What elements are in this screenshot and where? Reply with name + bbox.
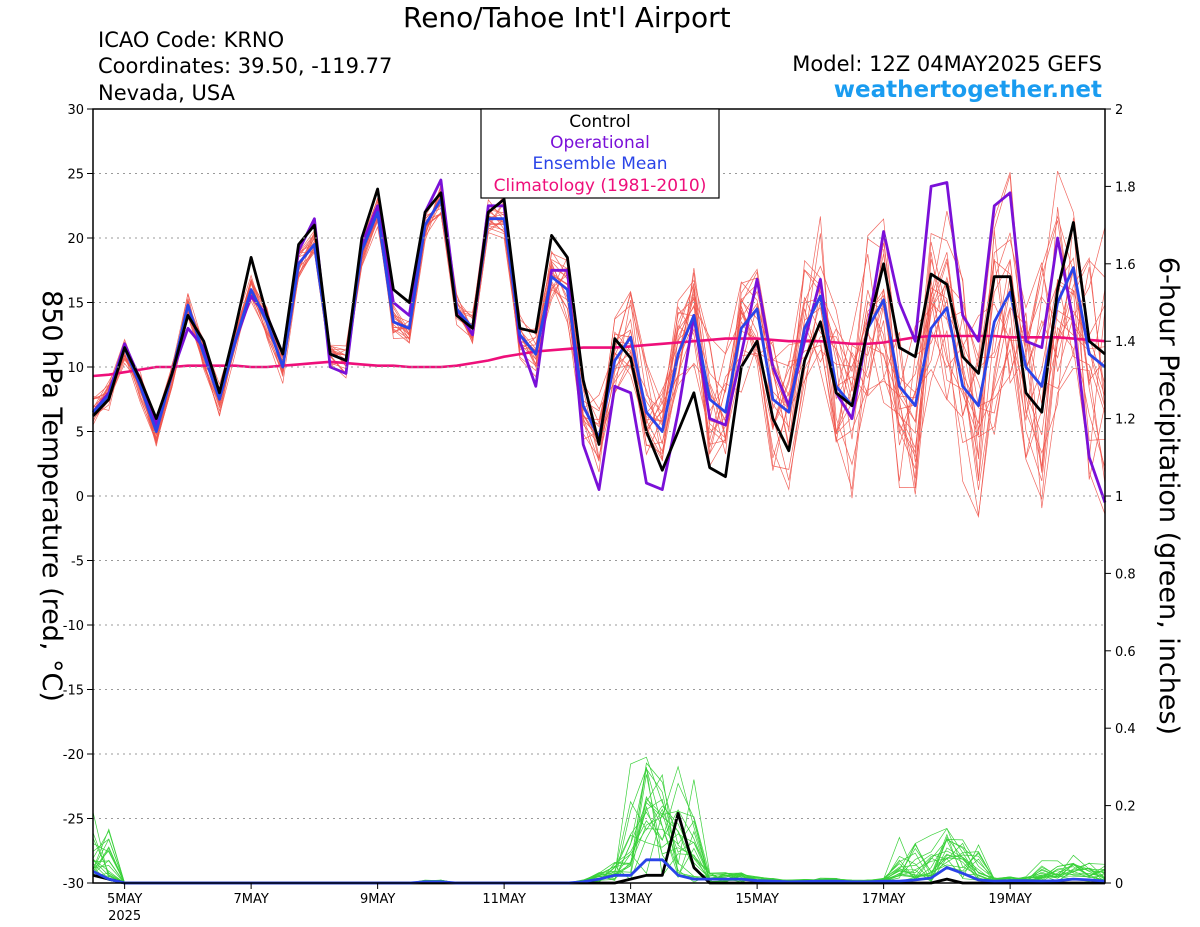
y2-tick-label: 0.2 [1115, 800, 1136, 815]
y-tick-label: -20 [63, 748, 84, 763]
coordinates: Coordinates: 39.50, -119.77 [98, 54, 393, 78]
plot-frame [92, 108, 1106, 884]
x-year-label: 2025 [108, 909, 141, 924]
y2-tick-label: 1.6 [1115, 258, 1136, 273]
site-link[interactable]: weathertogether.net [833, 77, 1102, 103]
axis-ticks: 302520151050-5-10-15-20-25-3021.81.61.41… [63, 103, 1136, 924]
icao-code: ICAO Code: KRNO [98, 28, 285, 52]
temp-member-line [92, 187, 1106, 516]
x-tick-label: 19MAY [988, 892, 1032, 907]
y2-tick-label: 0.6 [1115, 645, 1136, 660]
temp-member-line [92, 201, 1106, 482]
y2-tick-label: 0.8 [1115, 567, 1136, 582]
x-tick-label: 5MAY [107, 892, 142, 907]
x-tick-label: 13MAY [609, 892, 653, 907]
y2-tick-label: 1.2 [1115, 413, 1136, 428]
x-tick-label: 17MAY [862, 892, 906, 907]
precip-member-line [92, 767, 1106, 884]
y-tick-label: -30 [63, 877, 84, 892]
y2-tick-label: 1.8 [1115, 180, 1136, 195]
x-tick-label: 11MAY [482, 892, 526, 907]
region: Nevada, USA [98, 81, 235, 105]
temp-member-line [92, 212, 1106, 515]
y-tick-label: 25 [67, 168, 84, 183]
precip-member-line [92, 765, 1106, 884]
model-run: Model: 12Z 04MAY2025 GEFS [792, 52, 1102, 76]
y-tick-label: 20 [67, 232, 84, 247]
y2-tick-label: 2 [1115, 103, 1123, 118]
precip-member-line [92, 808, 1106, 884]
precip-member-line [92, 809, 1106, 884]
y-tick-label: -25 [63, 813, 84, 828]
y-tick-label: 30 [67, 103, 84, 118]
y2-axis-label: 6-hour Precipitation (green, inches) [1153, 257, 1184, 735]
y2-tick-label: 1.4 [1115, 335, 1136, 350]
temp-member-line [92, 202, 1106, 509]
x-tick-label: 15MAY [735, 892, 779, 907]
y2-tick-label: 1 [1115, 490, 1123, 505]
y-tick-label: 15 [67, 297, 84, 312]
x-tick-label: 9MAY [360, 892, 395, 907]
y-tick-label: 10 [67, 361, 84, 376]
y-axis-label: 850 hPa Temperature (red, °C) [36, 290, 67, 702]
temp-control-line [91, 187, 1106, 479]
legend-climatology: Climatology (1981-2010) [494, 176, 707, 196]
ensemble-member-lines [92, 170, 1106, 884]
temp-member-line [92, 202, 1106, 500]
y2-tick-label: 0.4 [1115, 722, 1136, 737]
y-tick-label: 0 [76, 490, 84, 505]
legend-box [480, 108, 720, 199]
precip-member-line [92, 762, 1106, 884]
legend: Control Operational Ensemble Mean Climat… [480, 108, 720, 199]
temp-member-line [92, 195, 1106, 461]
legend-control: Control [569, 112, 630, 132]
y-tick-label: 5 [76, 426, 84, 441]
chart-title: Reno/Tahoe Int'l Airport [403, 1, 731, 34]
precip-member-line [92, 756, 1106, 884]
legend-ensemble-mean: Ensemble Mean [532, 154, 667, 174]
y-tick-label: -10 [63, 619, 84, 634]
main-series-lines [91, 178, 1107, 885]
legend-operational: Operational [550, 133, 650, 153]
y-tick-label: -15 [63, 684, 84, 699]
y2-tick-label: 0 [1115, 877, 1123, 892]
x-tick-label: 7MAY [233, 892, 268, 907]
precip-member-line [92, 779, 1106, 884]
y-tick-label: -5 [71, 555, 84, 570]
